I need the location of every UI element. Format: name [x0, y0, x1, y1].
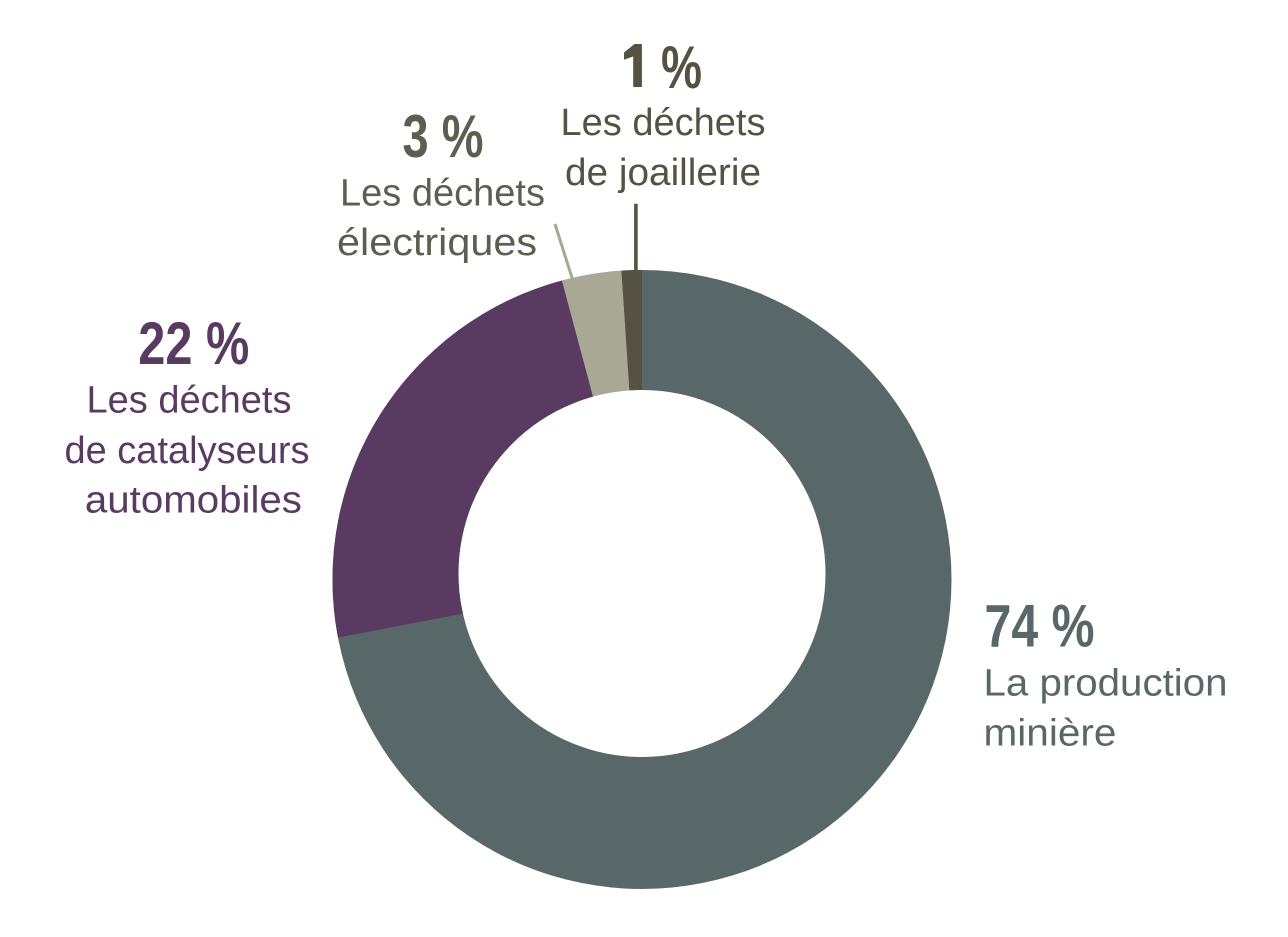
svg-text:de joaillerie: de joaillerie — [565, 152, 761, 194]
svg-text:minière: minière — [984, 713, 1117, 755]
svg-text:automobiles: automobiles — [85, 480, 302, 522]
svg-text:de catalyseurs: de catalyseurs — [64, 430, 309, 472]
svg-text:3 %: 3 % — [403, 103, 484, 170]
svg-text:Les déchets: Les déchets — [340, 173, 545, 215]
svg-text:Les déchets: Les déchets — [87, 380, 292, 422]
svg-text:La production: La production — [984, 663, 1228, 705]
svg-text:électriques: électriques — [337, 222, 537, 264]
svg-text:Les déchets: Les déchets — [561, 102, 766, 144]
svg-text:74 %: 74 % — [985, 593, 1095, 660]
svg-text:%: % — [661, 34, 702, 101]
svg-text:22 %: 22 % — [138, 310, 249, 377]
